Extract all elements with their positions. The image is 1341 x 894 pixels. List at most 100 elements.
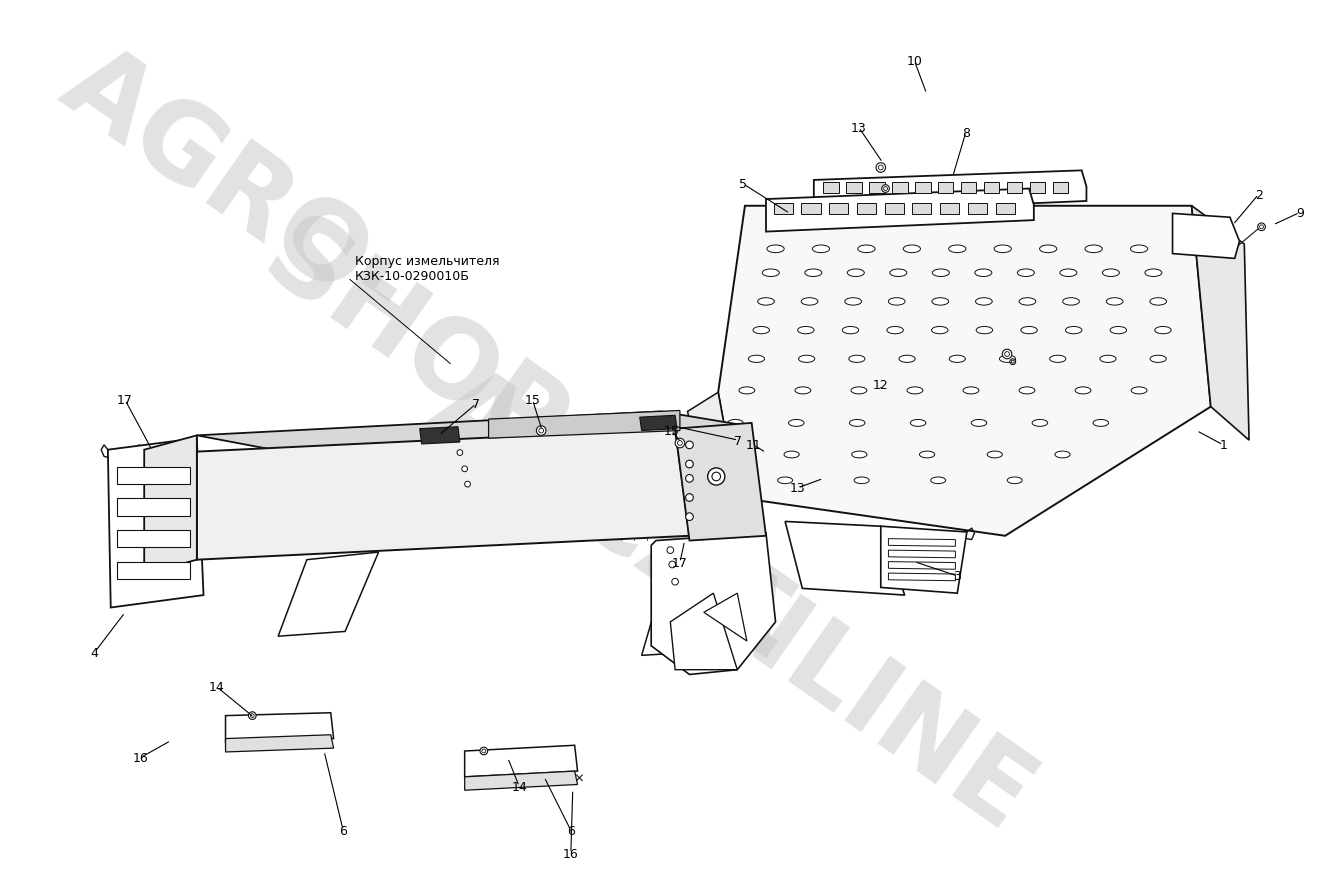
Ellipse shape [845,299,861,306]
Circle shape [481,749,485,753]
Circle shape [457,451,463,456]
Ellipse shape [1100,356,1116,363]
Ellipse shape [1033,420,1047,426]
Circle shape [708,468,725,485]
Circle shape [672,578,679,586]
Polygon shape [968,204,987,215]
Polygon shape [774,204,793,215]
Ellipse shape [890,270,907,277]
Text: 12: 12 [873,379,889,392]
Text: 2: 2 [1255,189,1263,201]
Ellipse shape [971,420,987,426]
Ellipse shape [789,420,805,426]
Circle shape [712,473,720,481]
Ellipse shape [1155,327,1171,334]
Text: 17: 17 [117,394,133,407]
Circle shape [248,712,256,720]
Text: 13: 13 [852,122,866,135]
Polygon shape [939,182,953,194]
Ellipse shape [932,299,948,306]
Ellipse shape [911,420,925,426]
Ellipse shape [920,451,935,459]
Polygon shape [915,182,931,194]
Polygon shape [704,594,747,641]
Polygon shape [118,562,190,579]
Polygon shape [829,204,849,215]
Polygon shape [225,735,334,752]
Polygon shape [984,182,999,194]
Ellipse shape [842,327,858,334]
Ellipse shape [1075,387,1092,394]
Circle shape [1010,359,1015,365]
Text: Корпус измельчителя
КЗК-10-0290010Б: Корпус измельчителя КЗК-10-0290010Б [354,255,499,283]
Ellipse shape [858,246,876,253]
Polygon shape [889,539,955,547]
Ellipse shape [762,270,779,277]
Polygon shape [197,429,689,560]
Ellipse shape [778,477,793,484]
Ellipse shape [948,246,966,253]
Polygon shape [118,530,190,548]
Polygon shape [889,551,955,558]
Polygon shape [802,204,821,215]
Polygon shape [995,204,1015,215]
Text: SHOP.: SHOP. [243,203,601,497]
Polygon shape [1030,182,1046,194]
Ellipse shape [1102,270,1120,277]
Polygon shape [846,182,862,194]
Circle shape [878,166,884,171]
Ellipse shape [849,420,865,426]
Circle shape [685,460,693,468]
Text: 16: 16 [563,847,579,860]
Polygon shape [766,190,1034,232]
Ellipse shape [716,451,732,459]
Polygon shape [892,182,908,194]
Ellipse shape [1066,327,1082,334]
Polygon shape [640,416,677,431]
Circle shape [1258,224,1266,232]
Polygon shape [225,713,334,743]
Polygon shape [465,772,578,790]
Text: 5: 5 [739,178,747,191]
Polygon shape [118,499,190,516]
Circle shape [685,442,693,449]
Ellipse shape [805,270,822,277]
Text: 11: 11 [746,439,762,451]
Ellipse shape [1039,246,1057,253]
Ellipse shape [888,299,905,306]
Ellipse shape [1145,270,1161,277]
Ellipse shape [932,270,949,277]
Ellipse shape [801,299,818,306]
Circle shape [884,188,888,191]
Ellipse shape [975,299,992,306]
Ellipse shape [904,246,920,253]
Polygon shape [719,207,1211,536]
Text: 8: 8 [961,126,970,139]
Polygon shape [869,182,885,194]
Text: 6: 6 [567,824,575,837]
Circle shape [876,164,885,173]
Text: 15: 15 [664,425,680,437]
Polygon shape [814,171,1086,213]
Ellipse shape [1019,387,1035,394]
Polygon shape [889,573,955,581]
Circle shape [666,547,673,554]
Text: 6: 6 [339,824,347,837]
Ellipse shape [852,451,868,459]
Ellipse shape [748,356,764,363]
Ellipse shape [701,477,716,484]
Ellipse shape [898,356,915,363]
Circle shape [1002,350,1012,359]
Polygon shape [197,412,747,452]
Ellipse shape [1007,477,1022,484]
Ellipse shape [1021,327,1038,334]
Polygon shape [1007,182,1022,194]
Circle shape [882,185,889,193]
Circle shape [1004,352,1010,357]
Ellipse shape [1149,299,1167,306]
Polygon shape [641,536,752,655]
Ellipse shape [758,299,774,306]
Ellipse shape [994,246,1011,253]
Polygon shape [118,468,190,485]
Text: 3: 3 [953,569,961,583]
